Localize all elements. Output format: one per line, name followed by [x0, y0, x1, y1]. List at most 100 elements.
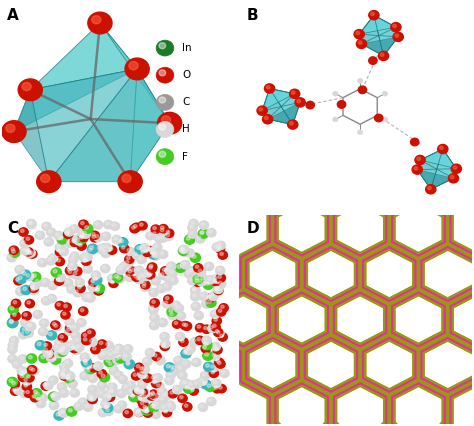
Circle shape [356, 31, 360, 35]
Circle shape [158, 318, 167, 327]
Circle shape [19, 368, 22, 371]
Circle shape [164, 229, 174, 237]
Circle shape [84, 254, 88, 257]
Circle shape [120, 377, 123, 380]
Circle shape [84, 368, 94, 376]
Circle shape [28, 324, 32, 327]
Circle shape [34, 278, 43, 287]
Circle shape [153, 381, 157, 384]
Circle shape [209, 369, 219, 377]
Circle shape [199, 229, 209, 238]
Circle shape [70, 324, 80, 332]
Circle shape [26, 274, 29, 277]
Circle shape [70, 252, 79, 261]
Circle shape [122, 353, 131, 361]
Circle shape [153, 227, 156, 230]
Circle shape [118, 375, 128, 383]
Circle shape [93, 272, 97, 276]
Circle shape [46, 354, 55, 362]
Circle shape [164, 284, 168, 287]
Polygon shape [268, 102, 300, 124]
Circle shape [163, 282, 172, 291]
Circle shape [259, 108, 263, 111]
Circle shape [36, 397, 40, 401]
Circle shape [42, 347, 52, 355]
Circle shape [155, 375, 158, 378]
Circle shape [54, 349, 64, 358]
Circle shape [41, 320, 45, 324]
Circle shape [154, 402, 157, 406]
Circle shape [186, 348, 190, 351]
Circle shape [161, 226, 164, 229]
Polygon shape [14, 69, 137, 132]
Circle shape [138, 222, 147, 230]
Circle shape [156, 67, 174, 83]
Circle shape [82, 373, 85, 376]
Circle shape [220, 369, 229, 377]
Circle shape [180, 396, 183, 399]
Circle shape [112, 224, 116, 227]
Circle shape [214, 318, 218, 321]
Circle shape [378, 51, 389, 60]
Circle shape [134, 275, 144, 284]
Circle shape [83, 259, 87, 262]
Circle shape [206, 298, 216, 307]
Circle shape [192, 288, 196, 291]
Circle shape [7, 319, 18, 328]
Polygon shape [49, 69, 137, 181]
Circle shape [70, 342, 74, 345]
Circle shape [138, 257, 142, 260]
Circle shape [74, 236, 83, 245]
Circle shape [64, 230, 73, 239]
Circle shape [216, 286, 219, 290]
Circle shape [166, 233, 170, 237]
Circle shape [182, 322, 191, 331]
Circle shape [371, 12, 374, 16]
Polygon shape [431, 149, 456, 189]
Circle shape [31, 368, 35, 371]
Circle shape [206, 276, 215, 284]
Circle shape [113, 345, 123, 353]
Circle shape [13, 301, 17, 304]
Circle shape [9, 320, 14, 323]
Circle shape [108, 246, 117, 254]
Circle shape [53, 357, 56, 360]
Circle shape [88, 374, 98, 383]
Circle shape [181, 340, 184, 343]
Circle shape [92, 235, 95, 238]
Circle shape [150, 314, 159, 322]
Circle shape [182, 360, 191, 368]
Circle shape [70, 389, 80, 397]
Circle shape [204, 326, 207, 330]
Circle shape [135, 363, 144, 371]
Circle shape [174, 387, 178, 390]
Circle shape [178, 246, 189, 255]
Circle shape [97, 246, 101, 250]
Circle shape [65, 266, 75, 275]
Circle shape [41, 174, 50, 183]
Circle shape [87, 247, 96, 255]
Circle shape [213, 380, 217, 383]
Circle shape [49, 401, 59, 410]
Circle shape [382, 91, 388, 96]
Circle shape [61, 344, 70, 352]
Circle shape [16, 388, 19, 391]
Circle shape [118, 171, 142, 193]
Circle shape [26, 249, 36, 257]
Circle shape [198, 403, 208, 412]
Circle shape [154, 392, 163, 400]
Circle shape [110, 389, 113, 392]
Circle shape [156, 40, 174, 56]
Circle shape [90, 397, 93, 400]
Circle shape [204, 337, 207, 341]
Circle shape [257, 106, 267, 115]
Circle shape [220, 252, 223, 256]
Circle shape [38, 401, 42, 404]
Circle shape [90, 363, 99, 372]
Circle shape [71, 331, 80, 339]
Circle shape [192, 339, 196, 342]
Circle shape [8, 318, 18, 327]
Circle shape [357, 78, 363, 83]
Polygon shape [417, 170, 454, 189]
Circle shape [182, 250, 185, 253]
